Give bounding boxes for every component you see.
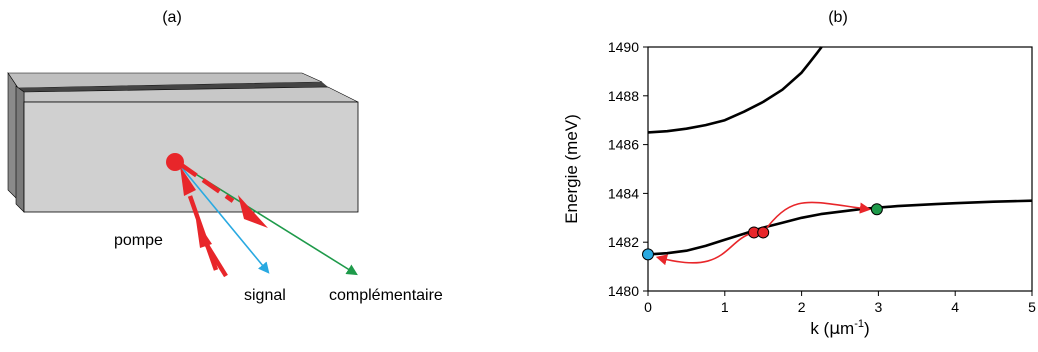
x-axis-title-close: ): [864, 319, 870, 338]
signal-point-0: [642, 248, 654, 261]
reflected-pump-beam: [178, 162, 235, 203]
y-tick-label-1488: 1488: [608, 88, 639, 104]
y-tick-label-1484: 1484: [608, 185, 639, 201]
y-tick-label-1480: 1480: [608, 283, 639, 299]
upper-polariton-branch: [647, 46, 823, 134]
pump-arrowhead-2: [196, 220, 212, 248]
panel-a-label: (a): [162, 9, 182, 26]
x-axis-title-mu: μ: [829, 319, 840, 339]
plot-frame: [647, 46, 1033, 292]
y-axis: 1480 1482 1484 1486 1488 1490: [608, 39, 648, 299]
y-tick-label-1486: 1486: [608, 137, 639, 153]
x-tick-label-4: 4: [951, 299, 959, 315]
y-axis-title: Energie (meV): [562, 114, 581, 224]
x-tick-label-5: 5: [1028, 299, 1036, 315]
pump-point-2: [757, 226, 770, 239]
x-axis-title-unit: m: [840, 319, 854, 338]
mode-points: [642, 203, 883, 261]
idler-point-3: [870, 203, 883, 216]
x-tick-label-1: 1: [721, 299, 729, 315]
x-tick-label-2: 2: [798, 299, 806, 315]
pump-spot: [166, 153, 184, 171]
x-axis-title: k (μm-1): [810, 318, 869, 339]
sample-block: [7, 72, 359, 213]
x-tick-label-3: 3: [875, 299, 883, 315]
arrow-to-idler: [762, 201, 872, 233]
beams: [166, 153, 358, 278]
dispersion-curves: [647, 46, 1033, 256]
pump-label: pompe: [114, 232, 163, 249]
y-tick-label-1490: 1490: [608, 39, 639, 55]
dispersion-chart: 1480 1482 1484 1486 1488 1490 0 1 2 3 4 5 Energie …: [562, 39, 1036, 339]
block-front-face: [23, 101, 359, 213]
signal-beam: [177, 162, 270, 274]
reflected-pump-arrowhead: [238, 195, 268, 228]
x-axis-title-main: k (: [810, 319, 829, 338]
panel-b-label: (b): [828, 9, 848, 26]
pump-arrowhead-1: [180, 166, 196, 196]
block-side-front: [15, 85, 25, 213]
x-axis: 0 1 2 3 4 5: [644, 291, 1036, 315]
arrow-to-signal: [655, 231, 755, 266]
lower-polariton-branch: [647, 199, 1033, 256]
x-axis-title-sup: -1: [854, 318, 864, 330]
idler-label: complémentaire: [329, 287, 443, 304]
scattering-arrows: [655, 201, 872, 266]
y-tick-label-1482: 1482: [608, 234, 639, 250]
block-groove: [18, 82, 328, 92]
pump-beam-2: [203, 240, 228, 278]
x-tick-label-0: 0: [644, 299, 652, 315]
signal-label: signal: [244, 287, 286, 304]
